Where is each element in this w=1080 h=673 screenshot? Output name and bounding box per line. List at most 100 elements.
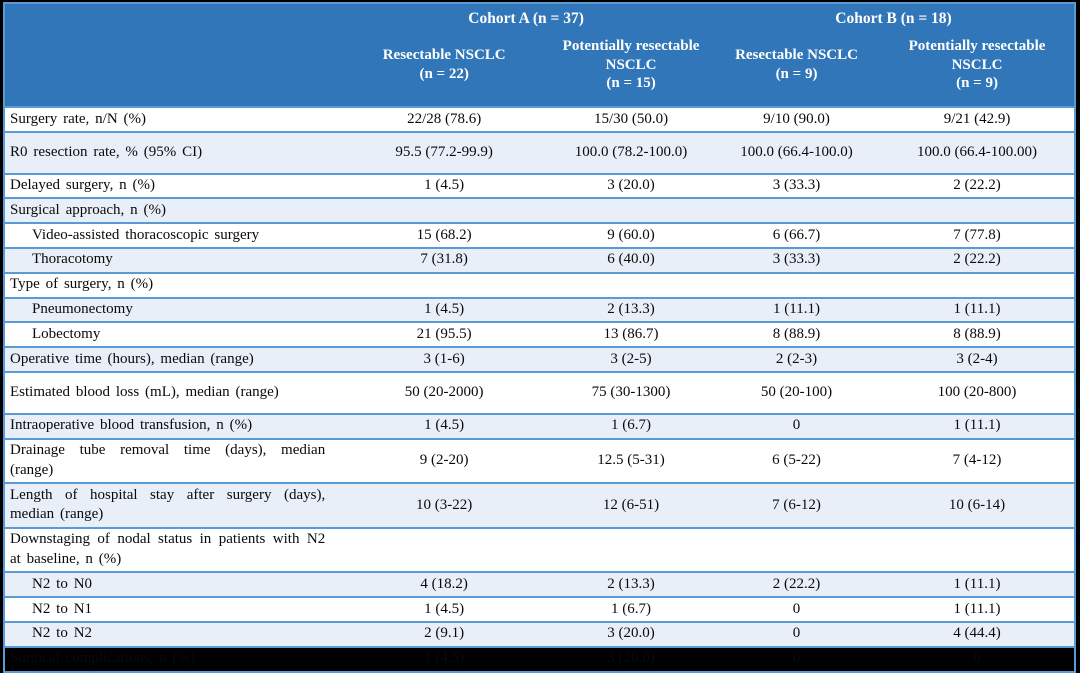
cell-value: 3 (2-5) bbox=[549, 347, 713, 372]
column-header-n: (n = 15) bbox=[559, 74, 703, 93]
results-table: Cohort A (n = 37) Cohort B (n = 18) Rese… bbox=[3, 2, 1076, 673]
table-row: Thoracotomy 7 (31.8) 6 (40.0) 3 (33.3) 2… bbox=[4, 248, 1075, 273]
cell-value: 0 bbox=[713, 597, 880, 622]
cell-value bbox=[713, 198, 880, 223]
cell-value: 100.0 (78.2-100.0) bbox=[549, 132, 713, 174]
cell-value: 50 (20-100) bbox=[713, 372, 880, 414]
table-row: R0 resection rate, % (95% CI) 95.5 (77.2… bbox=[4, 132, 1075, 174]
row-label: Video-assisted thoracoscopic surgery bbox=[4, 223, 339, 248]
cell-value: 75 (30-1300) bbox=[549, 372, 713, 414]
row-label: N2 to N0 bbox=[4, 572, 339, 597]
cell-value: 1 (4.5) bbox=[339, 647, 549, 672]
cell-value: 1 (4.5) bbox=[339, 298, 549, 323]
table-row: Type of surgery, n (%) bbox=[4, 273, 1075, 298]
column-header-name: Potentially resectable NSCLC bbox=[563, 38, 700, 73]
cell-value: 2 (22.2) bbox=[880, 248, 1075, 273]
cell-value: 0 bbox=[713, 414, 880, 439]
table-row: Surgery rate, n/N (%) 22/28 (78.6) 15/30… bbox=[4, 107, 1075, 132]
table-row: Lobectomy 21 (95.5) 13 (86.7) 8 (88.9) 8… bbox=[4, 322, 1075, 347]
cell-value: 9 (60.0) bbox=[549, 223, 713, 248]
cell-value: 1 (6.7) bbox=[549, 597, 713, 622]
cell-value: 1 (11.1) bbox=[880, 572, 1075, 597]
cell-value: 2 (9.1) bbox=[339, 622, 549, 647]
cell-value: 2 (22.2) bbox=[713, 572, 880, 597]
cell-value: 22/28 (78.6) bbox=[339, 107, 549, 132]
cell-value: 7 (4-12) bbox=[880, 439, 1075, 484]
table-row: Video-assisted thoracoscopic surgery 15 … bbox=[4, 223, 1075, 248]
table-row: Surgical approach, n (%) bbox=[4, 198, 1075, 223]
cell-value bbox=[549, 273, 713, 298]
table-row: Pneumonectomy 1 (4.5) 2 (13.3) 1 (11.1) … bbox=[4, 298, 1075, 323]
row-label: N2 to N2 bbox=[4, 622, 339, 647]
row-label: Delayed surgery, n (%) bbox=[4, 174, 339, 199]
table-row: N2 to N0 4 (18.2) 2 (13.3) 2 (22.2) 1 (1… bbox=[4, 572, 1075, 597]
row-label: N2 to N1 bbox=[4, 597, 339, 622]
cell-value: 9 (2-20) bbox=[339, 439, 549, 484]
cell-value: 4 (18.2) bbox=[339, 572, 549, 597]
cell-value: 100.0 (66.4-100.00) bbox=[880, 132, 1075, 174]
cell-value: 8 (88.9) bbox=[880, 322, 1075, 347]
row-label: Pneumonectomy bbox=[4, 298, 339, 323]
cell-value: 1 (11.1) bbox=[880, 414, 1075, 439]
table-row: Delayed surgery, n (%) 1 (4.5) 3 (20.0) … bbox=[4, 174, 1075, 199]
table-row: N2 to N2 2 (9.1) 3 (20.0) 0 4 (44.4) bbox=[4, 622, 1075, 647]
cell-value: 15/30 (50.0) bbox=[549, 107, 713, 132]
cell-value: 1 (4.5) bbox=[339, 597, 549, 622]
row-label: Length of hospital stay after surgery (d… bbox=[4, 483, 339, 528]
cell-value: 3 (2-4) bbox=[880, 347, 1075, 372]
row-label: Type of surgery, n (%) bbox=[4, 273, 339, 298]
cell-value: 10 (6-14) bbox=[880, 483, 1075, 528]
column-header-n: (n = 22) bbox=[349, 65, 539, 84]
column-header: Potentially resectable NSCLC (n = 15) bbox=[549, 30, 713, 107]
cell-value bbox=[339, 273, 549, 298]
table-row: Surgical complications, n (%) 1 (4.5) 3 … bbox=[4, 647, 1075, 672]
cell-value bbox=[880, 528, 1075, 573]
cell-value: 7 (31.8) bbox=[339, 248, 549, 273]
column-header: Resectable NSCLC (n = 22) bbox=[339, 30, 549, 107]
table-row: Intraoperative blood transfusion, n (%) … bbox=[4, 414, 1075, 439]
column-header: Potentially resectable NSCLC (n = 9) bbox=[880, 30, 1075, 107]
cell-value: 1 (11.1) bbox=[880, 597, 1075, 622]
column-header: Resectable NSCLC (n = 9) bbox=[713, 30, 880, 107]
cell-value: 4 (44.4) bbox=[880, 622, 1075, 647]
cell-value: 6 (5-22) bbox=[713, 439, 880, 484]
cell-value: 1 (11.1) bbox=[713, 298, 880, 323]
cell-value: 6 (40.0) bbox=[549, 248, 713, 273]
cell-value: 15 (68.2) bbox=[339, 223, 549, 248]
cohort-header-row: Cohort A (n = 37) Cohort B (n = 18) bbox=[4, 3, 1075, 30]
cell-value: 0 bbox=[880, 647, 1075, 672]
row-label: Surgical approach, n (%) bbox=[4, 198, 339, 223]
cohort-b-header: Cohort B (n = 18) bbox=[713, 3, 1075, 30]
cell-value: 100 (20-800) bbox=[880, 372, 1075, 414]
cell-value: 1 (4.5) bbox=[339, 414, 549, 439]
cell-value: 95.5 (77.2-99.9) bbox=[339, 132, 549, 174]
cell-value bbox=[713, 273, 880, 298]
cell-value: 21 (95.5) bbox=[339, 322, 549, 347]
row-label: Thoracotomy bbox=[4, 248, 339, 273]
column-header-name: Resectable NSCLC bbox=[383, 47, 506, 63]
cell-value bbox=[339, 528, 549, 573]
cell-value: 3 (1-6) bbox=[339, 347, 549, 372]
cell-value: 9/10 (90.0) bbox=[713, 107, 880, 132]
table-row: N2 to N1 1 (4.5) 1 (6.7) 0 1 (11.1) bbox=[4, 597, 1075, 622]
cell-value: 3 (33.3) bbox=[713, 174, 880, 199]
table-row: Length of hospital stay after surgery (d… bbox=[4, 483, 1075, 528]
table-header: Cohort A (n = 37) Cohort B (n = 18) Rese… bbox=[4, 3, 1075, 107]
row-label: Lobectomy bbox=[4, 322, 339, 347]
cell-value: 2 (13.3) bbox=[549, 298, 713, 323]
cell-value: 7 (77.8) bbox=[880, 223, 1075, 248]
row-label: Drainage tube removal time (days), media… bbox=[4, 439, 339, 484]
cell-value: 8 (88.9) bbox=[713, 322, 880, 347]
cell-value: 0 bbox=[713, 622, 880, 647]
cell-value bbox=[549, 528, 713, 573]
column-header-n: (n = 9) bbox=[723, 65, 870, 84]
cell-value: 12.5 (5-31) bbox=[549, 439, 713, 484]
table-row: Drainage tube removal time (days), media… bbox=[4, 439, 1075, 484]
row-label: Operative time (hours), median (range) bbox=[4, 347, 339, 372]
cell-value: 3 (20.0) bbox=[549, 647, 713, 672]
table-row: Operative time (hours), median (range) 3… bbox=[4, 347, 1075, 372]
cell-value bbox=[549, 198, 713, 223]
cell-value: 9/21 (42.9) bbox=[880, 107, 1075, 132]
column-header-name: Potentially resectable NSCLC bbox=[909, 38, 1046, 73]
cohort-a-header: Cohort A (n = 37) bbox=[339, 3, 713, 30]
